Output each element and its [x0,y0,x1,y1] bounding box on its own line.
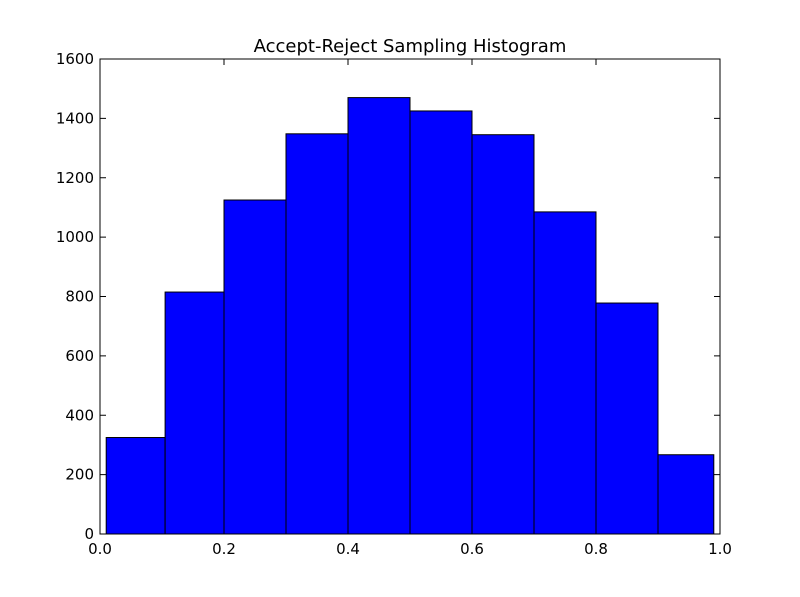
bars-group [105,97,715,535]
chart-title: Accept-Reject Sampling Histogram [254,36,567,57]
y-tick-label-1: 200 [65,466,94,484]
y-tick-label-2: 400 [65,406,94,424]
y-tick-label-0: 0 [84,525,94,543]
y-tick-label-7: 1400 [56,109,94,127]
x-tick-label-5: 1.0 [708,540,732,558]
histogram-bar-0 [105,437,166,535]
histogram-bar-4 [347,97,411,535]
x-tick-label-0: 0.0 [88,540,112,558]
histogram-bar-1 [164,291,225,535]
x-tick-label-1: 0.2 [212,540,236,558]
plot-frame [99,58,721,535]
histogram-bar-8 [595,302,659,535]
x-tick-label-3: 0.6 [460,540,484,558]
histogram-bar-6 [471,134,535,535]
y-tick-label-4: 800 [65,288,94,306]
histogram-bar-5 [409,110,473,535]
y-tick-label-6: 1200 [56,169,94,187]
histogram-bar-7 [533,211,597,535]
ticks-group: 0.0 0.2 0.4 0.6 0.8 1.0 0 200 400 600 800 1000 1200 1… [56,50,732,558]
y-tick-label-8: 1600 [56,50,94,68]
y-tick-label-3: 600 [65,347,94,365]
y-tick-label-5: 1000 [56,228,94,246]
histogram-bar-9 [657,454,715,535]
x-tick-label-2: 0.4 [336,540,360,558]
x-tick-label-4: 0.8 [584,540,608,558]
histogram-bar-2 [223,199,287,535]
histogram-bar-3 [285,133,349,535]
